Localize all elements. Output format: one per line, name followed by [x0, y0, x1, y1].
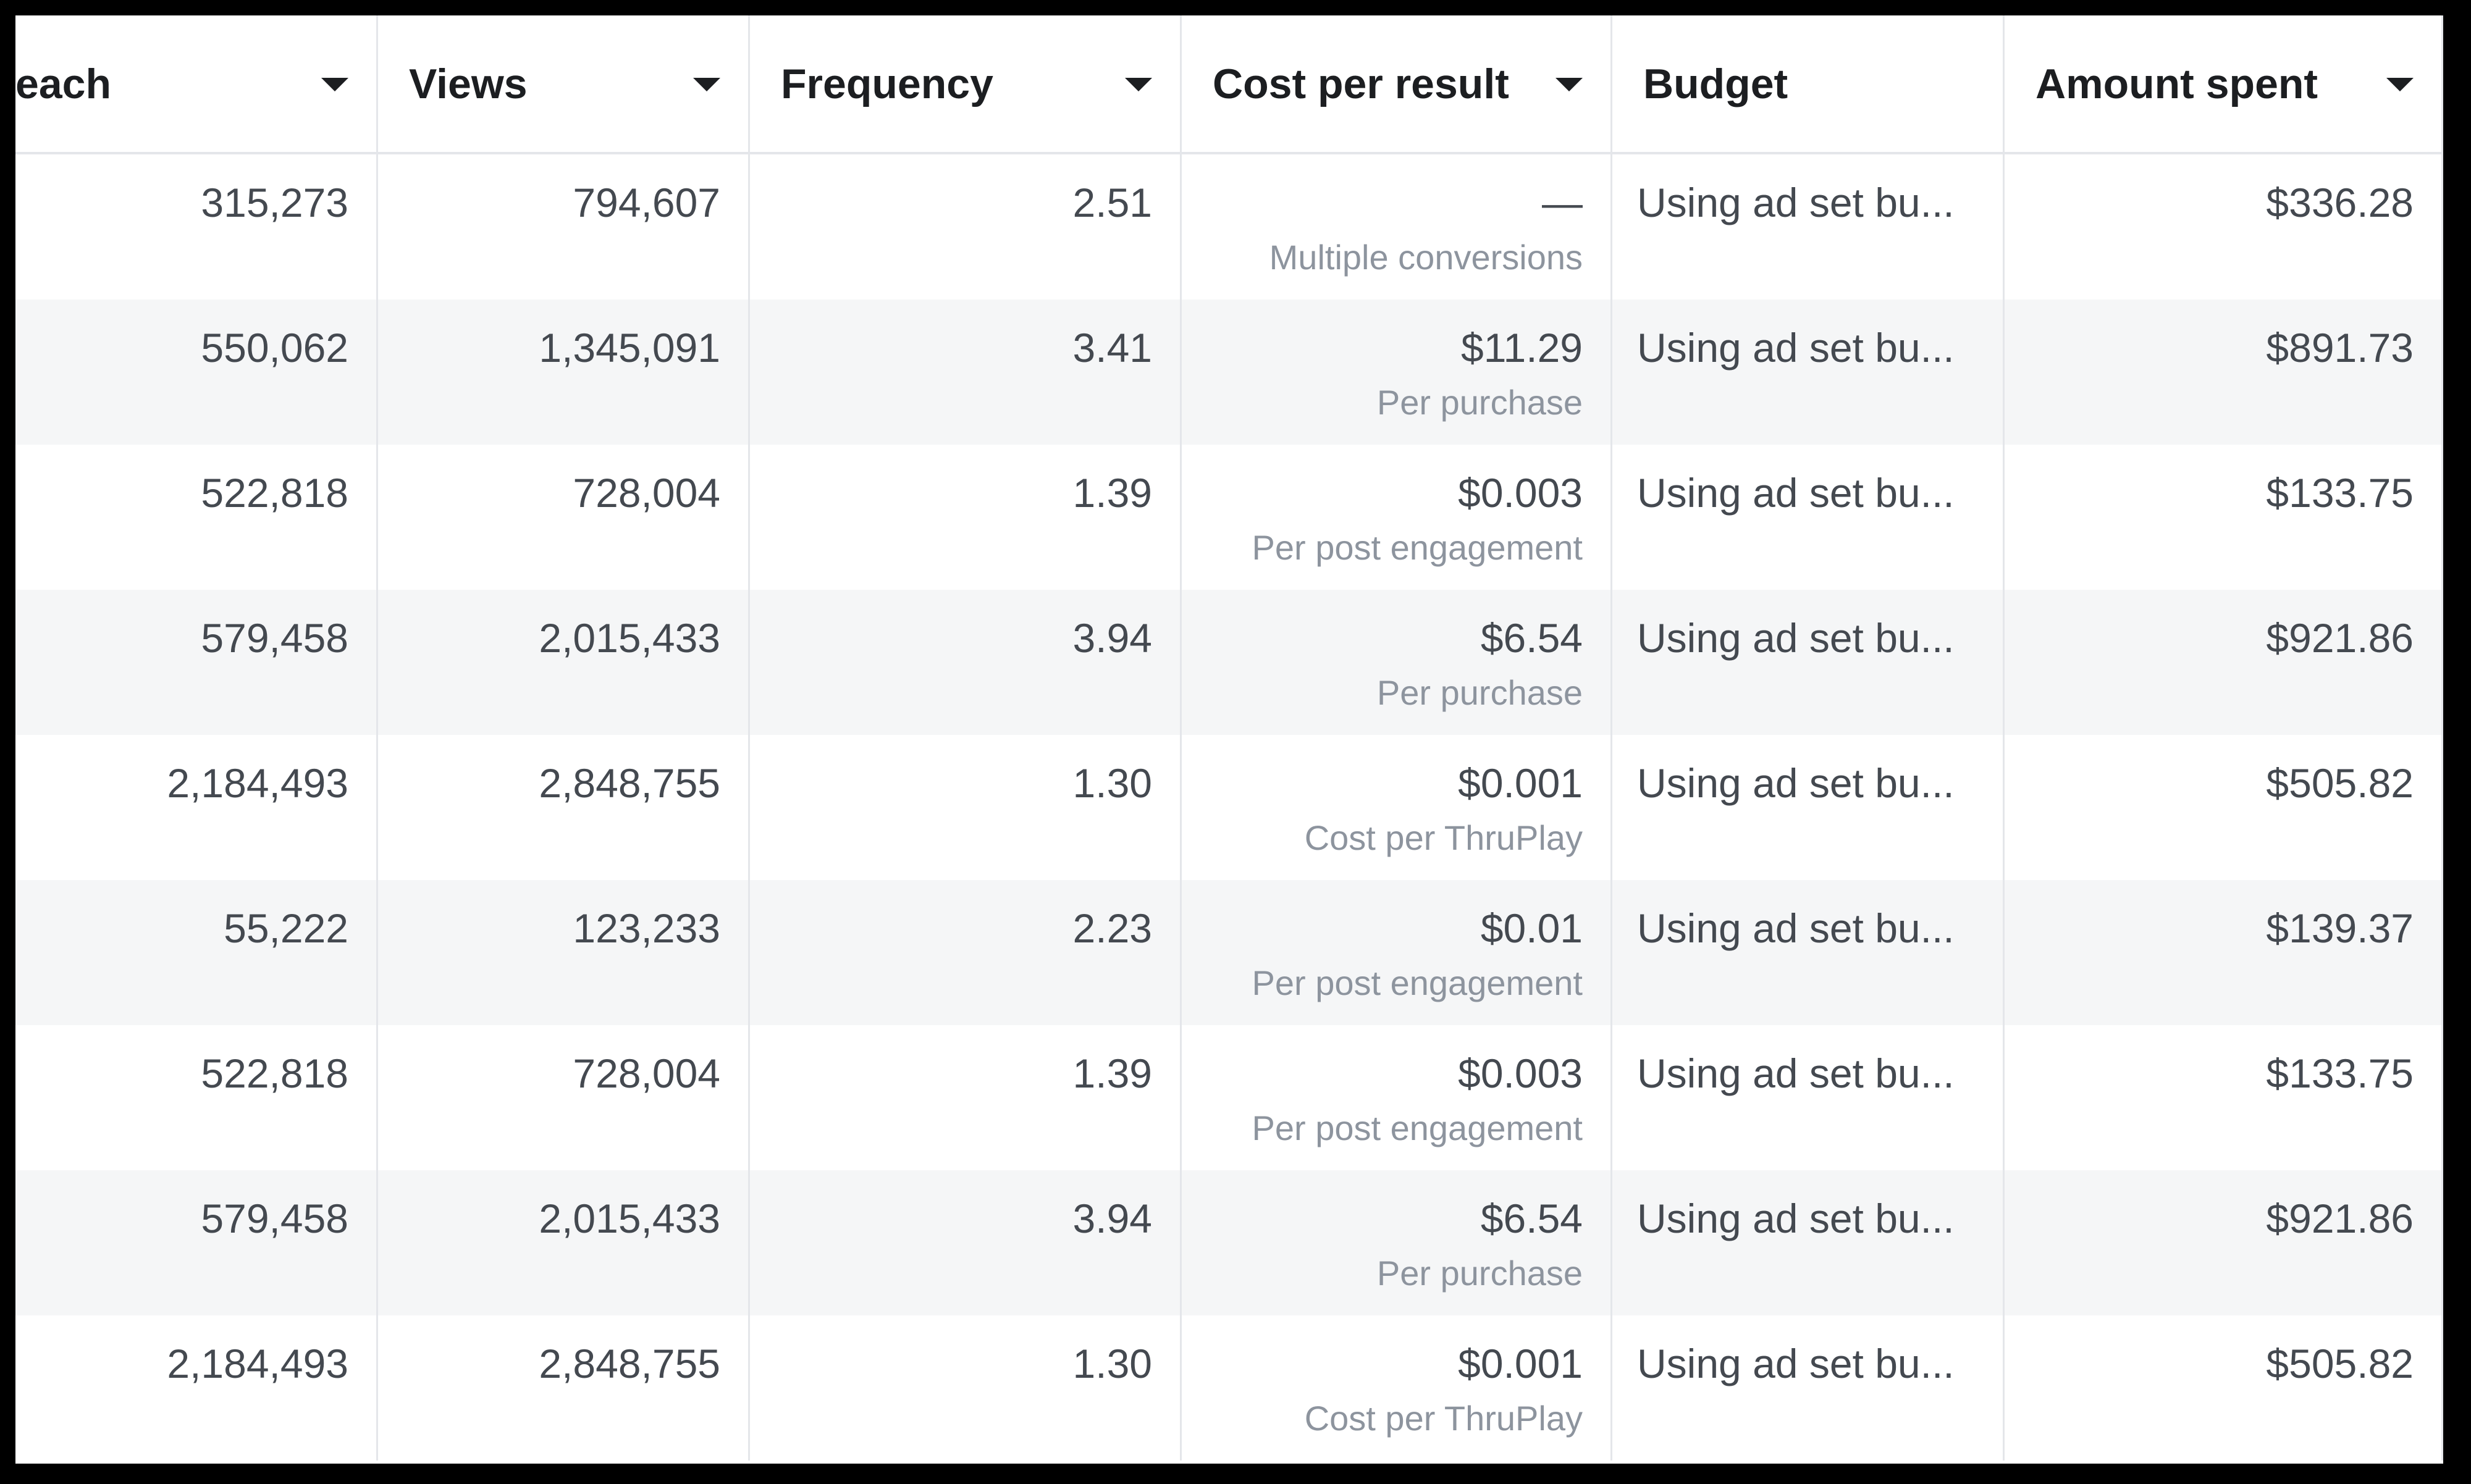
cell: $133.75	[2005, 445, 2443, 590]
cell: $921.86	[2005, 1170, 2443, 1315]
sort-arrow[interactable]	[693, 77, 720, 91]
cell: 1.30	[750, 1315, 1182, 1461]
cost-value: $11.29	[1461, 325, 1583, 371]
cost-note: Per purchase	[1376, 1254, 1583, 1293]
cost-value: $6.54	[1480, 615, 1583, 661]
cost-value: $0.001	[1458, 1341, 1583, 1386]
cost-note: Cost per ThruPlay	[1304, 1399, 1583, 1438]
header-label: Budget	[1643, 60, 1788, 107]
cell: 550,062	[15, 300, 378, 445]
cell: 3.41	[750, 300, 1182, 445]
cost-cell: — Multiple conversions	[1182, 154, 1612, 300]
cell: 3.94	[750, 590, 1182, 735]
column-header[interactable]: Views	[378, 15, 750, 154]
cell: 579,458	[15, 590, 378, 735]
cell: Using ad set bu...	[1612, 300, 2005, 445]
cost-cell: $0.003 Per post engagement	[1182, 445, 1612, 590]
cell: Using ad set bu...	[1612, 1315, 2005, 1461]
cell: 1.30	[750, 735, 1182, 880]
column-header[interactable]: each	[15, 15, 378, 154]
cell: $921.86	[2005, 590, 2443, 735]
cost-value: —	[1542, 180, 1583, 225]
cell: 2,184,493	[15, 1315, 378, 1461]
cost-value: $0.01	[1480, 905, 1583, 951]
cost-cell: $0.001 Cost per ThruPlay	[1182, 1315, 1612, 1461]
cell: $505.82	[2005, 1315, 2443, 1461]
sort-arrow[interactable]	[1555, 77, 1583, 91]
header-label: Frequency	[781, 60, 993, 107]
cost-value: $0.003	[1458, 1050, 1583, 1096]
cost-note: Per post engagement	[1252, 1109, 1583, 1147]
cost-cell: $11.29 Per purchase	[1182, 300, 1612, 445]
cell: 2,848,755	[378, 1315, 750, 1461]
cell: 315,273	[15, 154, 378, 300]
cost-cell: $0.003 Per post engagement	[1182, 1025, 1612, 1170]
sort-arrow[interactable]	[2386, 77, 2414, 91]
cell: 2,848,755	[378, 735, 750, 880]
cell: 3.94	[750, 1170, 1182, 1315]
cell: $505.82	[2005, 735, 2443, 880]
header-label: Amount spent	[2035, 60, 2318, 107]
column-header[interactable]: Frequency	[750, 15, 1182, 154]
column-header[interactable]: Amount spent	[2005, 15, 2443, 154]
header-label: Cost per result	[1213, 60, 1509, 107]
cost-cell: $6.54 Per purchase	[1182, 1170, 1612, 1315]
cell: 2.51	[750, 154, 1182, 300]
table-panel: each Views Frequency Cost per result Budget A…	[15, 15, 2443, 1464]
cost-cell: $6.54 Per purchase	[1182, 590, 1612, 735]
cost-note: Per post engagement	[1252, 528, 1583, 567]
cell: 728,004	[378, 1025, 750, 1170]
cell: 1.39	[750, 445, 1182, 590]
cell: Using ad set bu...	[1612, 735, 2005, 880]
cell: Using ad set bu...	[1612, 154, 2005, 300]
cell: 1,345,091	[378, 300, 750, 445]
cell: Using ad set bu...	[1612, 880, 2005, 1025]
cell: $139.37	[2005, 880, 2443, 1025]
cell: 2,184,493	[15, 735, 378, 880]
cell: 2.23	[750, 880, 1182, 1025]
cell: Using ad set bu...	[1612, 1170, 2005, 1315]
cost-note: Cost per ThruPlay	[1304, 818, 1583, 857]
sort-arrow[interactable]	[1125, 77, 1152, 91]
cost-value: $0.003	[1458, 470, 1583, 516]
cell: 728,004	[378, 445, 750, 590]
cell: Using ad set bu...	[1612, 445, 2005, 590]
cell: 522,818	[15, 445, 378, 590]
column-header[interactable]: Cost per result	[1182, 15, 1612, 154]
cost-note: Multiple conversions	[1269, 238, 1583, 277]
header-label: each	[15, 60, 111, 107]
cell: $336.28	[2005, 154, 2443, 300]
cell: $133.75	[2005, 1025, 2443, 1170]
cell: 2,015,433	[378, 590, 750, 735]
header-label: Views	[409, 60, 528, 107]
cell: 1.39	[750, 1025, 1182, 1170]
cost-cell: $0.001 Cost per ThruPlay	[1182, 735, 1612, 880]
table: each Views Frequency Cost per result Budget A…	[15, 15, 2443, 1461]
sort-arrow[interactable]	[321, 77, 348, 91]
cell: 2,015,433	[378, 1170, 750, 1315]
cell: 55,222	[15, 880, 378, 1025]
cell: 794,607	[378, 154, 750, 300]
cost-cell: $0.01 Per post engagement	[1182, 880, 1612, 1025]
cell: 123,233	[378, 880, 750, 1025]
cost-value: $0.001	[1458, 760, 1583, 806]
cost-note: Per purchase	[1376, 383, 1583, 422]
column-header[interactable]: Budget	[1612, 15, 2005, 154]
cell: Using ad set bu...	[1612, 1025, 2005, 1170]
cell: 579,458	[15, 1170, 378, 1315]
cell: $891.73	[2005, 300, 2443, 445]
cost-note: Per post engagement	[1252, 963, 1583, 1002]
cost-note: Per purchase	[1376, 673, 1583, 712]
cell: Using ad set bu...	[1612, 590, 2005, 735]
cost-value: $6.54	[1480, 1196, 1583, 1241]
cell: 522,818	[15, 1025, 378, 1170]
